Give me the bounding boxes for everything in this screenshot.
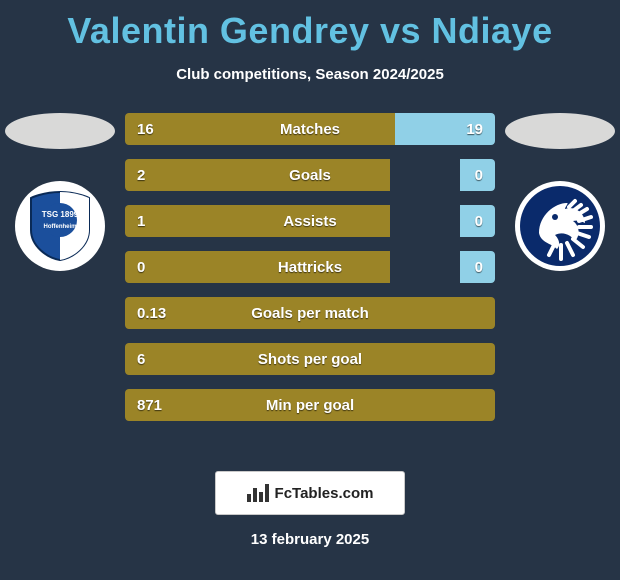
page-title: Valentin Gendrey vs Ndiaye <box>0 0 620 52</box>
page-subtitle: Club competitions, Season 2024/2025 <box>0 66 620 83</box>
stat-row: 0Hattricks0 <box>125 251 495 283</box>
stat-value-right: 0 <box>415 167 495 184</box>
stat-value-left: 1 <box>125 213 205 230</box>
stat-label: Shots per goal <box>205 351 415 368</box>
svg-text:Hoffenheim: Hoffenheim <box>44 224 77 230</box>
stat-row: 6Shots per goal <box>125 343 495 375</box>
right-shadow-ellipse <box>505 113 615 149</box>
stat-label: Hattricks <box>205 259 415 276</box>
stat-row: 1Assists0 <box>125 205 495 237</box>
stat-label: Goals <box>205 167 415 184</box>
left-team-badge: TSG 1899 Hoffenheim <box>15 181 105 271</box>
stat-row: 16Matches19 <box>125 113 495 145</box>
stat-bars: 16Matches192Goals01Assists00Hattricks00.… <box>125 113 495 421</box>
comparison-content: TSG 1899 Hoffenheim 16Matches192Goals01A… <box>0 113 620 443</box>
left-team-column: TSG 1899 Hoffenheim <box>0 113 120 271</box>
stat-value-left: 6 <box>125 351 205 368</box>
gent-logo-icon <box>519 185 601 267</box>
stat-row: 871Min per goal <box>125 389 495 421</box>
stat-value-right: 19 <box>415 121 495 138</box>
stat-label: Min per goal <box>205 397 415 414</box>
stat-value-left: 0.13 <box>125 305 205 322</box>
stat-label: Matches <box>205 121 415 138</box>
stat-row: 0.13Goals per match <box>125 297 495 329</box>
fctables-logo-text: FcTables.com <box>275 485 374 502</box>
stat-row: 2Goals0 <box>125 159 495 191</box>
stat-value-left: 16 <box>125 121 205 138</box>
right-team-badge <box>515 181 605 271</box>
stat-value-left: 2 <box>125 167 205 184</box>
stat-value-left: 0 <box>125 259 205 276</box>
footer-date: 13 february 2025 <box>0 531 620 548</box>
fctables-logo: FcTables.com <box>215 471 405 515</box>
stat-label: Assists <box>205 213 415 230</box>
bar-chart-icon <box>247 484 269 502</box>
stat-value-right: 0 <box>415 259 495 276</box>
right-team-column <box>500 113 620 271</box>
hoffenheim-logo-icon: TSG 1899 Hoffenheim <box>27 190 93 262</box>
left-shadow-ellipse <box>5 113 115 149</box>
stat-value-right: 0 <box>415 213 495 230</box>
svg-text:TSG 1899: TSG 1899 <box>42 210 79 219</box>
stat-value-left: 871 <box>125 397 205 414</box>
stat-label: Goals per match <box>205 305 415 322</box>
